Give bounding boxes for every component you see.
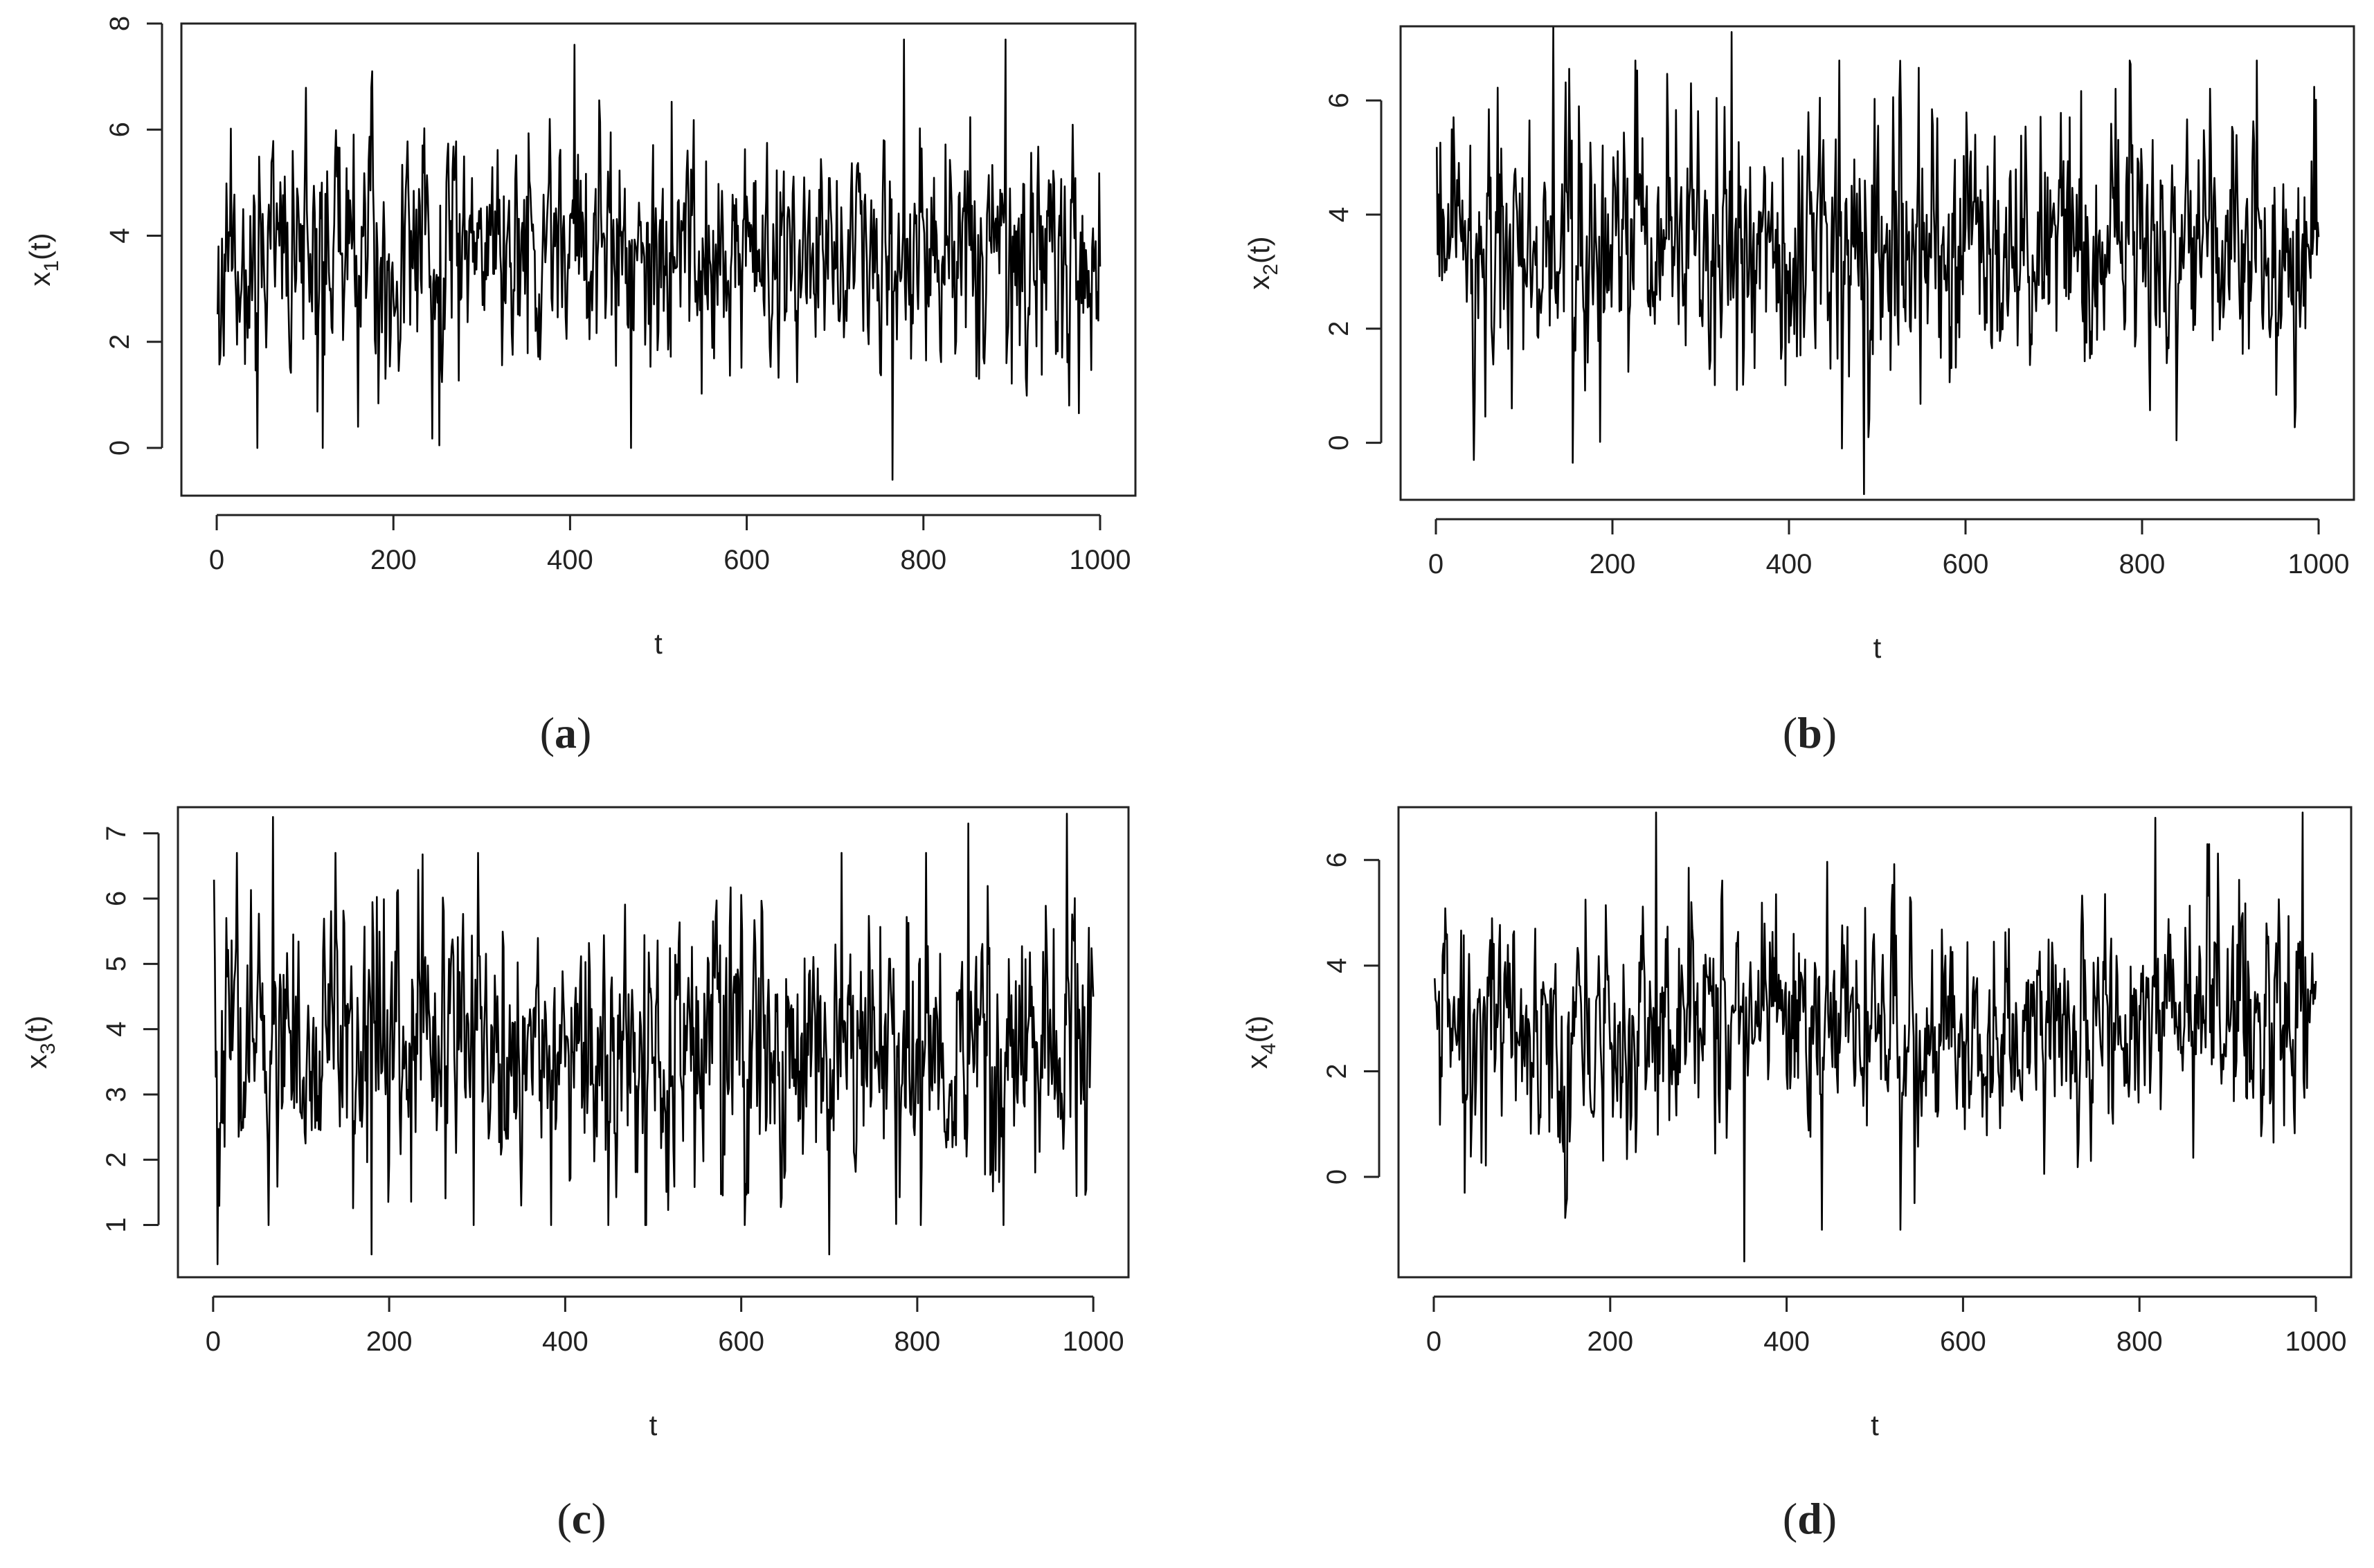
- series-line-b: [1435, 25, 2320, 496]
- caption-close-paren: ): [577, 708, 591, 757]
- x-tick-label: 0: [1428, 549, 1444, 579]
- series-line-a: [217, 38, 1101, 481]
- y-axis-title-main: x: [20, 1054, 53, 1069]
- y-tick-label: 6: [1322, 852, 1352, 867]
- panel-a: 0 200 400 600 800 1000 t 0 2 4 6 8 x1(t) (a): [24, 16, 1137, 757]
- x-tick-label: 800: [2119, 549, 2166, 579]
- x-tick-label: 200: [370, 545, 417, 575]
- panel-caption: (d): [1783, 1494, 1837, 1543]
- y-axis-title: x2(t): [1243, 236, 1282, 289]
- panel-caption: (c): [557, 1494, 606, 1543]
- x-tick-label: 0: [1426, 1326, 1441, 1357]
- x-axis-title: t: [654, 627, 663, 660]
- caption-letter: b: [1797, 708, 1822, 757]
- caption-open-paren: (: [1783, 708, 1797, 757]
- caption-open-paren: (: [1783, 1494, 1797, 1543]
- x-tick-label: 800: [900, 545, 946, 575]
- x-tick-label: 1000: [2288, 549, 2350, 579]
- plot-frame: [1397, 806, 2353, 1279]
- x-tick-label: 600: [723, 545, 770, 575]
- caption-close-paren: ): [1822, 708, 1837, 757]
- x-tick-label: 400: [547, 545, 593, 575]
- x-tick-label: 1000: [2285, 1326, 2347, 1357]
- y-axis-title: x3(t): [20, 1016, 60, 1069]
- y-axis-title-end: (t): [24, 233, 56, 260]
- x-axis-title: t: [1871, 1409, 1879, 1441]
- y-axis-title: x1(t): [24, 233, 63, 286]
- y-tick-label: 8: [105, 16, 135, 31]
- x-tick-label: 600: [1943, 549, 1989, 579]
- panel-caption: (b): [1783, 708, 1837, 757]
- y-tick-label: 2: [1324, 321, 1354, 336]
- x-tick-label: 400: [1763, 1326, 1810, 1357]
- x-axis-title: t: [1873, 631, 1882, 664]
- x-tick-label: 0: [209, 545, 224, 575]
- x-tick-label: 200: [366, 1326, 413, 1357]
- series-line-c: [213, 813, 1095, 1265]
- caption-open-paren: (: [557, 1494, 571, 1543]
- y-axis-title-main: x: [24, 272, 56, 287]
- series-line-d: [1433, 811, 2317, 1263]
- caption-letter: c: [572, 1494, 591, 1543]
- x-tick-label: 800: [894, 1326, 941, 1357]
- plot-frame: [177, 806, 1130, 1279]
- y-tick-label: 1: [101, 1217, 132, 1232]
- y-tick-label: 2: [101, 1152, 132, 1167]
- y-axis-title-end: (t): [1241, 1016, 1273, 1043]
- x-tick-label: 1000: [1069, 545, 1131, 575]
- y-axis-title-main: x: [1243, 276, 1275, 290]
- x-tick-label: 200: [1590, 549, 1636, 579]
- y-tick-label: 7: [101, 826, 132, 841]
- y-tick-label: 6: [105, 122, 135, 137]
- y-tick-label: 4: [101, 1022, 132, 1037]
- y-axis-title-sub: 1: [40, 260, 63, 272]
- panel-caption: (a): [540, 708, 592, 757]
- x-tick-label: 200: [1587, 1326, 1633, 1357]
- x-axis-title: t: [649, 1409, 658, 1441]
- y-tick-label: 0: [1324, 435, 1354, 450]
- y-tick-label: 3: [101, 1087, 132, 1102]
- y-tick-label: 2: [105, 334, 135, 350]
- y-tick-label: 2: [1322, 1063, 1352, 1079]
- y-tick-label: 6: [1324, 93, 1354, 108]
- y-axis-title-end: (t): [20, 1016, 53, 1043]
- x-tick-label: 600: [1940, 1326, 1986, 1357]
- x-tick-label: 400: [1766, 549, 1813, 579]
- y-axis-title: x4(t): [1241, 1016, 1280, 1069]
- caption-letter: d: [1797, 1494, 1822, 1543]
- x-tick-label: 600: [718, 1326, 764, 1357]
- y-axis-title-sub: 4: [1257, 1043, 1280, 1054]
- plot-frame: [1399, 25, 2355, 501]
- x-tick-label: 0: [206, 1326, 221, 1357]
- caption-open-paren: (: [540, 708, 555, 757]
- y-tick-label: 0: [105, 440, 135, 456]
- y-axis-title-sub: 2: [1259, 264, 1282, 276]
- y-axis-title-sub: 3: [37, 1043, 60, 1054]
- plot-frame: [180, 22, 1137, 497]
- caption-close-paren: ): [1822, 1494, 1837, 1543]
- y-tick-label: 4: [1324, 207, 1354, 222]
- y-tick-label: 6: [101, 891, 132, 906]
- y-tick-label: 4: [105, 228, 135, 243]
- y-axis-title-end: (t): [1243, 236, 1275, 264]
- y-tick-label: 5: [101, 956, 132, 971]
- caption-letter: a: [555, 708, 577, 757]
- y-axis-title-main: x: [1241, 1054, 1273, 1069]
- y-tick-label: 0: [1322, 1169, 1352, 1184]
- x-tick-label: 800: [2116, 1326, 2163, 1357]
- x-tick-label: 1000: [1063, 1326, 1124, 1357]
- x-tick-label: 400: [542, 1326, 588, 1357]
- caption-close-paren: ): [591, 1494, 606, 1543]
- y-tick-label: 4: [1322, 958, 1352, 973]
